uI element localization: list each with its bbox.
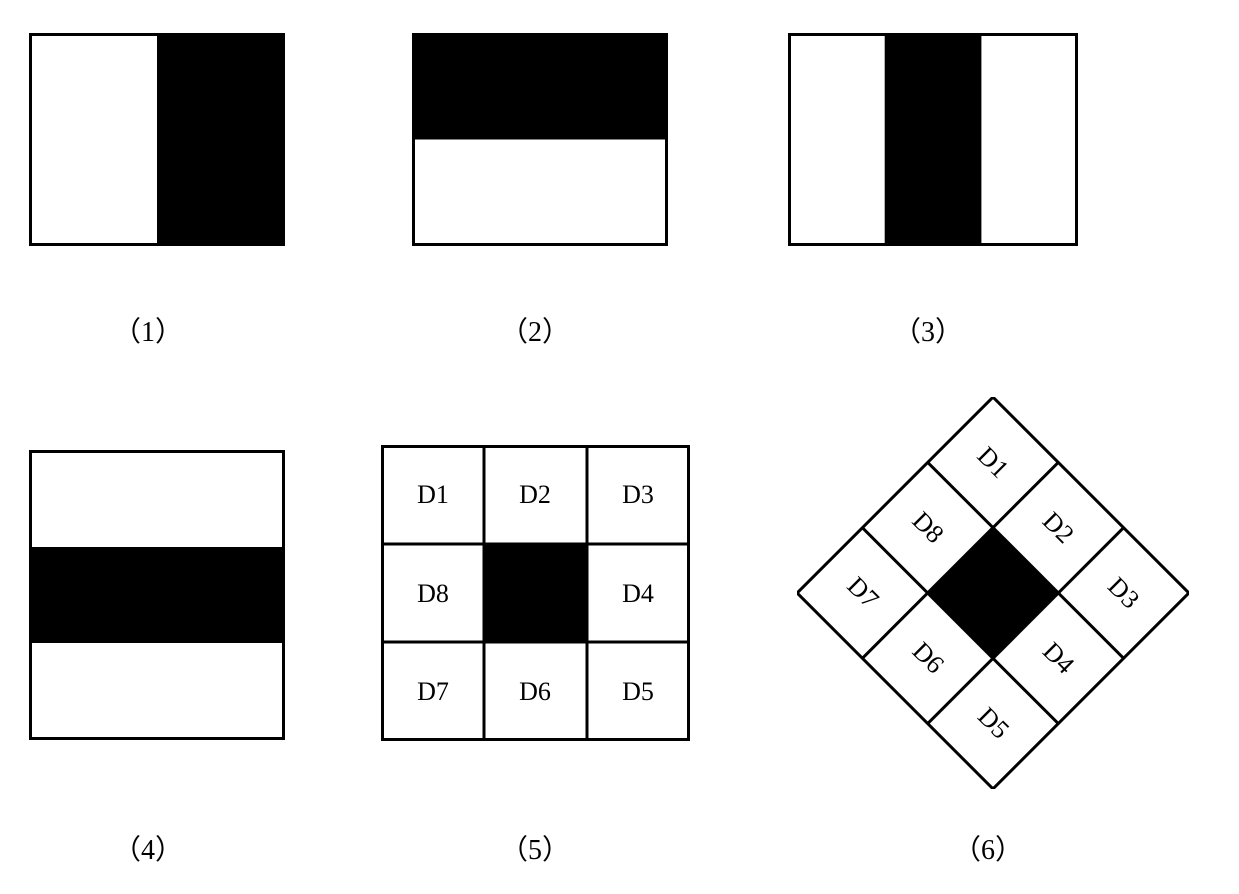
grid5-cell-d8: D8 <box>417 579 449 608</box>
label-5: （5） <box>500 828 570 868</box>
panel-5-svg: D1 D2 D3 D8 D4 D7 D6 D5 <box>381 445 690 741</box>
grid5-cell-d7: D7 <box>417 677 449 706</box>
panel-2 <box>412 33 668 251</box>
grid5-cell-d4: D4 <box>622 579 654 608</box>
figure-canvas: D1 D2 D3 D8 D4 D7 D6 D5 <box>0 0 1239 894</box>
label-2: （2） <box>500 310 570 350</box>
panel-3 <box>788 33 1078 251</box>
grid5-cell-d3: D3 <box>622 480 654 509</box>
panel-3-svg <box>788 33 1078 246</box>
panel-6: D1 D2 D3 D4 D5 D6 D7 D8 <box>797 397 1189 794</box>
grid5-cell-d5: D5 <box>622 677 654 706</box>
label-3: （3） <box>893 310 963 350</box>
panel-1-svg <box>29 33 285 246</box>
label-1: （1） <box>113 310 183 350</box>
label-4: （4） <box>113 828 183 868</box>
panel-1 <box>29 33 285 251</box>
panel-2-svg <box>412 33 668 246</box>
grid5-cell-d6: D6 <box>519 677 551 706</box>
panel-5: D1 D2 D3 D8 D4 D7 D6 D5 <box>381 445 690 746</box>
panel-6-svg: D1 D2 D3 D4 D5 D6 D7 D8 <box>797 397 1189 789</box>
panel-4-svg <box>29 450 285 740</box>
label-6: （6） <box>953 828 1023 868</box>
grid5-cell-d2: D2 <box>519 480 551 509</box>
grid5-cell-d1: D1 <box>417 480 449 509</box>
panel-4 <box>29 450 285 745</box>
